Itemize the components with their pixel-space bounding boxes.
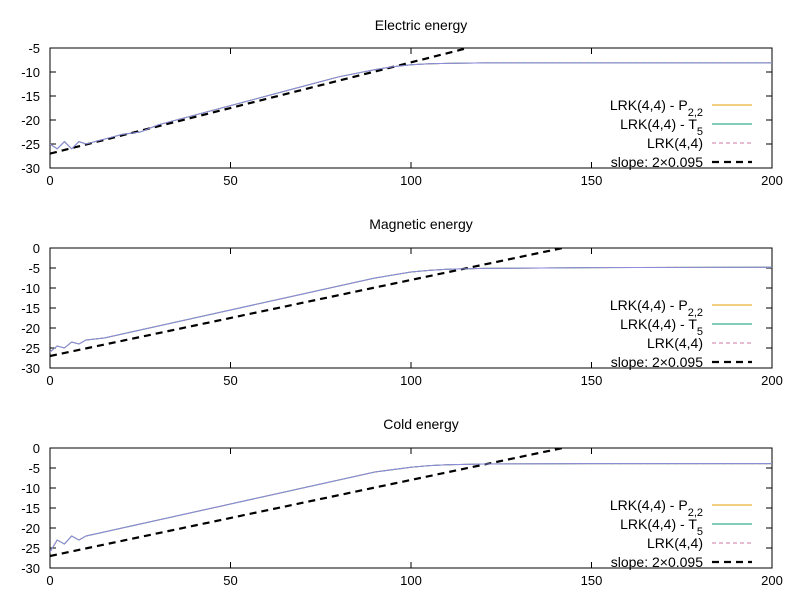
legend-entry-subscript: 5 bbox=[697, 526, 703, 538]
series-overlay-line bbox=[50, 62, 772, 150]
legend-entry-label: LRK(4,4) - T5 bbox=[620, 316, 703, 338]
legend-entry-name: LRK(4,4) - T bbox=[620, 316, 697, 332]
series-line-4 bbox=[50, 48, 466, 155]
legend-entry-name: slope: 2×0.095 bbox=[611, 154, 703, 170]
legend-entry-label: LRK(4,4) - T5 bbox=[620, 516, 703, 538]
legend-entry-label: LRK(4,4) - P2,2 bbox=[610, 297, 703, 319]
x-tick-label: 150 bbox=[581, 573, 603, 588]
legend-entry-label: LRK(4,4) bbox=[647, 535, 703, 551]
series-overlay-line bbox=[50, 266, 772, 353]
y-tick-label: -20 bbox=[21, 521, 40, 536]
series-group bbox=[50, 248, 772, 358]
x-tick-label: 150 bbox=[581, 173, 603, 188]
y-tick-label: -10 bbox=[21, 281, 40, 296]
legend-entry-subscript: 2,2 bbox=[688, 507, 703, 519]
x-tick-label: 100 bbox=[400, 573, 422, 588]
chart-panel-1: Electric energy 0 50 100 150 200 -5 -10 -15 -20 -2… bbox=[21, 17, 783, 188]
series-group bbox=[50, 48, 772, 155]
legend-entry-name: slope: 2×0.095 bbox=[611, 354, 703, 370]
legend-entry-label: LRK(4,4) bbox=[647, 135, 703, 151]
y-tick-label: -20 bbox=[21, 113, 40, 128]
legend-entry-name: LRK(4,4) bbox=[647, 135, 703, 151]
legend-entry-label: LRK(4,4) bbox=[647, 335, 703, 351]
series-group bbox=[50, 448, 772, 558]
y-tick-label: -15 bbox=[21, 89, 40, 104]
x-tick-label: 200 bbox=[761, 373, 783, 388]
x-tick-label: 50 bbox=[223, 173, 237, 188]
legend-entry-subscript: 2,2 bbox=[688, 307, 703, 319]
legend-entry-label: LRK(4,4) - P2,2 bbox=[610, 97, 703, 119]
y-tick-label: -15 bbox=[21, 301, 40, 316]
series-line-4 bbox=[50, 448, 563, 558]
legend-entry-name: slope: 2×0.095 bbox=[611, 554, 703, 570]
x-tick-label: 200 bbox=[761, 173, 783, 188]
x-tick-label: 100 bbox=[400, 373, 422, 388]
legend-entry-name: LRK(4,4) bbox=[647, 335, 703, 351]
legend-entry-name: LRK(4,4) - P bbox=[610, 497, 688, 513]
chart-title: Cold energy bbox=[383, 416, 459, 432]
x-tick-label: 100 bbox=[400, 173, 422, 188]
legend-entry-name: LRK(4,4) - T bbox=[620, 516, 697, 532]
x-tick-label: 150 bbox=[581, 373, 603, 388]
series-line-4 bbox=[50, 248, 563, 358]
legend-entry-name: LRK(4,4) - T bbox=[620, 116, 697, 132]
y-tick-label: 0 bbox=[33, 241, 40, 256]
x-tick-label: 0 bbox=[46, 573, 53, 588]
x-tick-label: 0 bbox=[46, 373, 53, 388]
chart-title: Magnetic energy bbox=[369, 216, 473, 232]
chart-panel-3: Cold energy 0 50 100 150 200 0 -5 -10 -15 -20 -25 -3… bbox=[21, 416, 783, 588]
legend-entry-label: slope: 2×0.095 bbox=[611, 354, 703, 370]
chart-panel-2: Magnetic energy 0 50 100 150 200 0 -5 -10 -15 -20 -… bbox=[21, 216, 783, 388]
legend-entry-label: LRK(4,4) - T5 bbox=[620, 116, 703, 138]
y-tick-label: -10 bbox=[21, 481, 40, 496]
y-tick-label: -25 bbox=[21, 541, 40, 556]
y-tick-label: -20 bbox=[21, 321, 40, 336]
legend-entry-subscript: 5 bbox=[697, 326, 703, 338]
y-tick-label: 0 bbox=[33, 441, 40, 456]
legend-entry-label: LRK(4,4) - P2,2 bbox=[610, 497, 703, 519]
x-tick-label: 50 bbox=[223, 373, 237, 388]
series-overlay-line bbox=[50, 463, 772, 553]
y-tick-label: -25 bbox=[21, 137, 40, 152]
chart-title: Electric energy bbox=[375, 17, 468, 33]
legend-entry-name: LRK(4,4) bbox=[647, 535, 703, 551]
y-tick-label: -30 bbox=[21, 361, 40, 376]
legend-entry-subscript: 5 bbox=[697, 126, 703, 138]
y-tick-label: -5 bbox=[28, 461, 40, 476]
y-tick-label: -30 bbox=[21, 561, 40, 576]
y-tick-label: -25 bbox=[21, 341, 40, 356]
legend-entry-name: LRK(4,4) - P bbox=[610, 297, 688, 313]
x-tick-label: 0 bbox=[46, 173, 53, 188]
y-tick-label: -5 bbox=[28, 261, 40, 276]
y-tick-label: -5 bbox=[28, 41, 40, 56]
y-tick-label: -15 bbox=[21, 501, 40, 516]
y-tick-label: -10 bbox=[21, 65, 40, 80]
legend-entry-name: LRK(4,4) - P bbox=[610, 97, 688, 113]
y-tick-label: -30 bbox=[21, 161, 40, 176]
x-tick-label: 200 bbox=[761, 573, 783, 588]
legend-entry-label: slope: 2×0.095 bbox=[611, 554, 703, 570]
legend-entry-label: slope: 2×0.095 bbox=[611, 154, 703, 170]
legend-entry-subscript: 2,2 bbox=[688, 107, 703, 119]
x-tick-label: 50 bbox=[223, 573, 237, 588]
